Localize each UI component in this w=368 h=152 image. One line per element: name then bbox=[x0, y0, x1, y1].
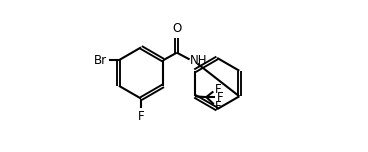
Text: NH: NH bbox=[190, 54, 208, 67]
Text: Br: Br bbox=[94, 54, 107, 67]
Text: F: F bbox=[216, 91, 223, 104]
Text: O: O bbox=[172, 22, 181, 35]
Text: F: F bbox=[215, 100, 222, 113]
Text: F: F bbox=[215, 83, 222, 96]
Text: F: F bbox=[138, 110, 144, 123]
